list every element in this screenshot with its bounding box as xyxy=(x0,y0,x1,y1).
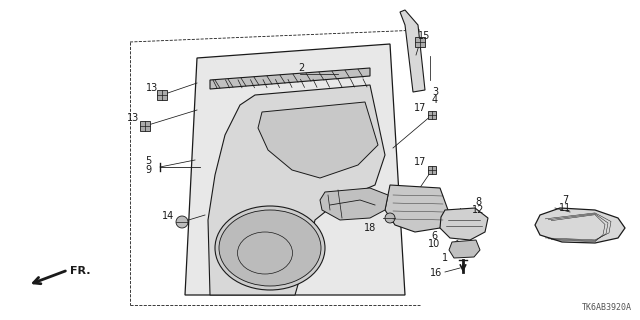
Text: 1: 1 xyxy=(442,253,448,263)
Bar xyxy=(140,121,150,131)
Text: TK6AB3920A: TK6AB3920A xyxy=(582,303,632,312)
Polygon shape xyxy=(210,68,370,89)
Ellipse shape xyxy=(219,210,321,286)
Text: 11: 11 xyxy=(559,203,571,213)
Text: 16: 16 xyxy=(430,268,442,278)
Polygon shape xyxy=(185,44,405,295)
Bar xyxy=(428,111,436,119)
Text: 15: 15 xyxy=(418,31,430,41)
Text: 10: 10 xyxy=(428,239,440,249)
Text: 12: 12 xyxy=(472,205,484,215)
Polygon shape xyxy=(400,10,425,92)
Text: 9: 9 xyxy=(145,165,151,175)
Text: 13: 13 xyxy=(146,83,158,93)
Bar xyxy=(428,166,436,174)
Text: 17: 17 xyxy=(414,157,426,167)
Polygon shape xyxy=(440,208,488,240)
Text: 14: 14 xyxy=(162,211,174,221)
Text: 17: 17 xyxy=(414,103,426,113)
Polygon shape xyxy=(320,188,388,220)
Text: 3: 3 xyxy=(432,87,438,97)
Circle shape xyxy=(385,213,395,223)
Polygon shape xyxy=(449,240,480,258)
Ellipse shape xyxy=(215,206,325,290)
Bar xyxy=(415,37,425,47)
Polygon shape xyxy=(208,85,385,295)
Text: 6: 6 xyxy=(431,231,437,241)
Polygon shape xyxy=(535,208,625,243)
Text: 2: 2 xyxy=(298,63,304,73)
Text: 5: 5 xyxy=(145,156,151,166)
Polygon shape xyxy=(385,185,448,232)
Polygon shape xyxy=(258,102,378,178)
Text: 4: 4 xyxy=(432,95,438,105)
Text: 13: 13 xyxy=(127,113,139,123)
Text: 8: 8 xyxy=(475,197,481,207)
Text: FR.: FR. xyxy=(70,266,90,276)
Text: 7: 7 xyxy=(562,195,568,205)
Text: 18: 18 xyxy=(364,223,376,233)
Bar xyxy=(157,90,167,100)
Circle shape xyxy=(176,216,188,228)
